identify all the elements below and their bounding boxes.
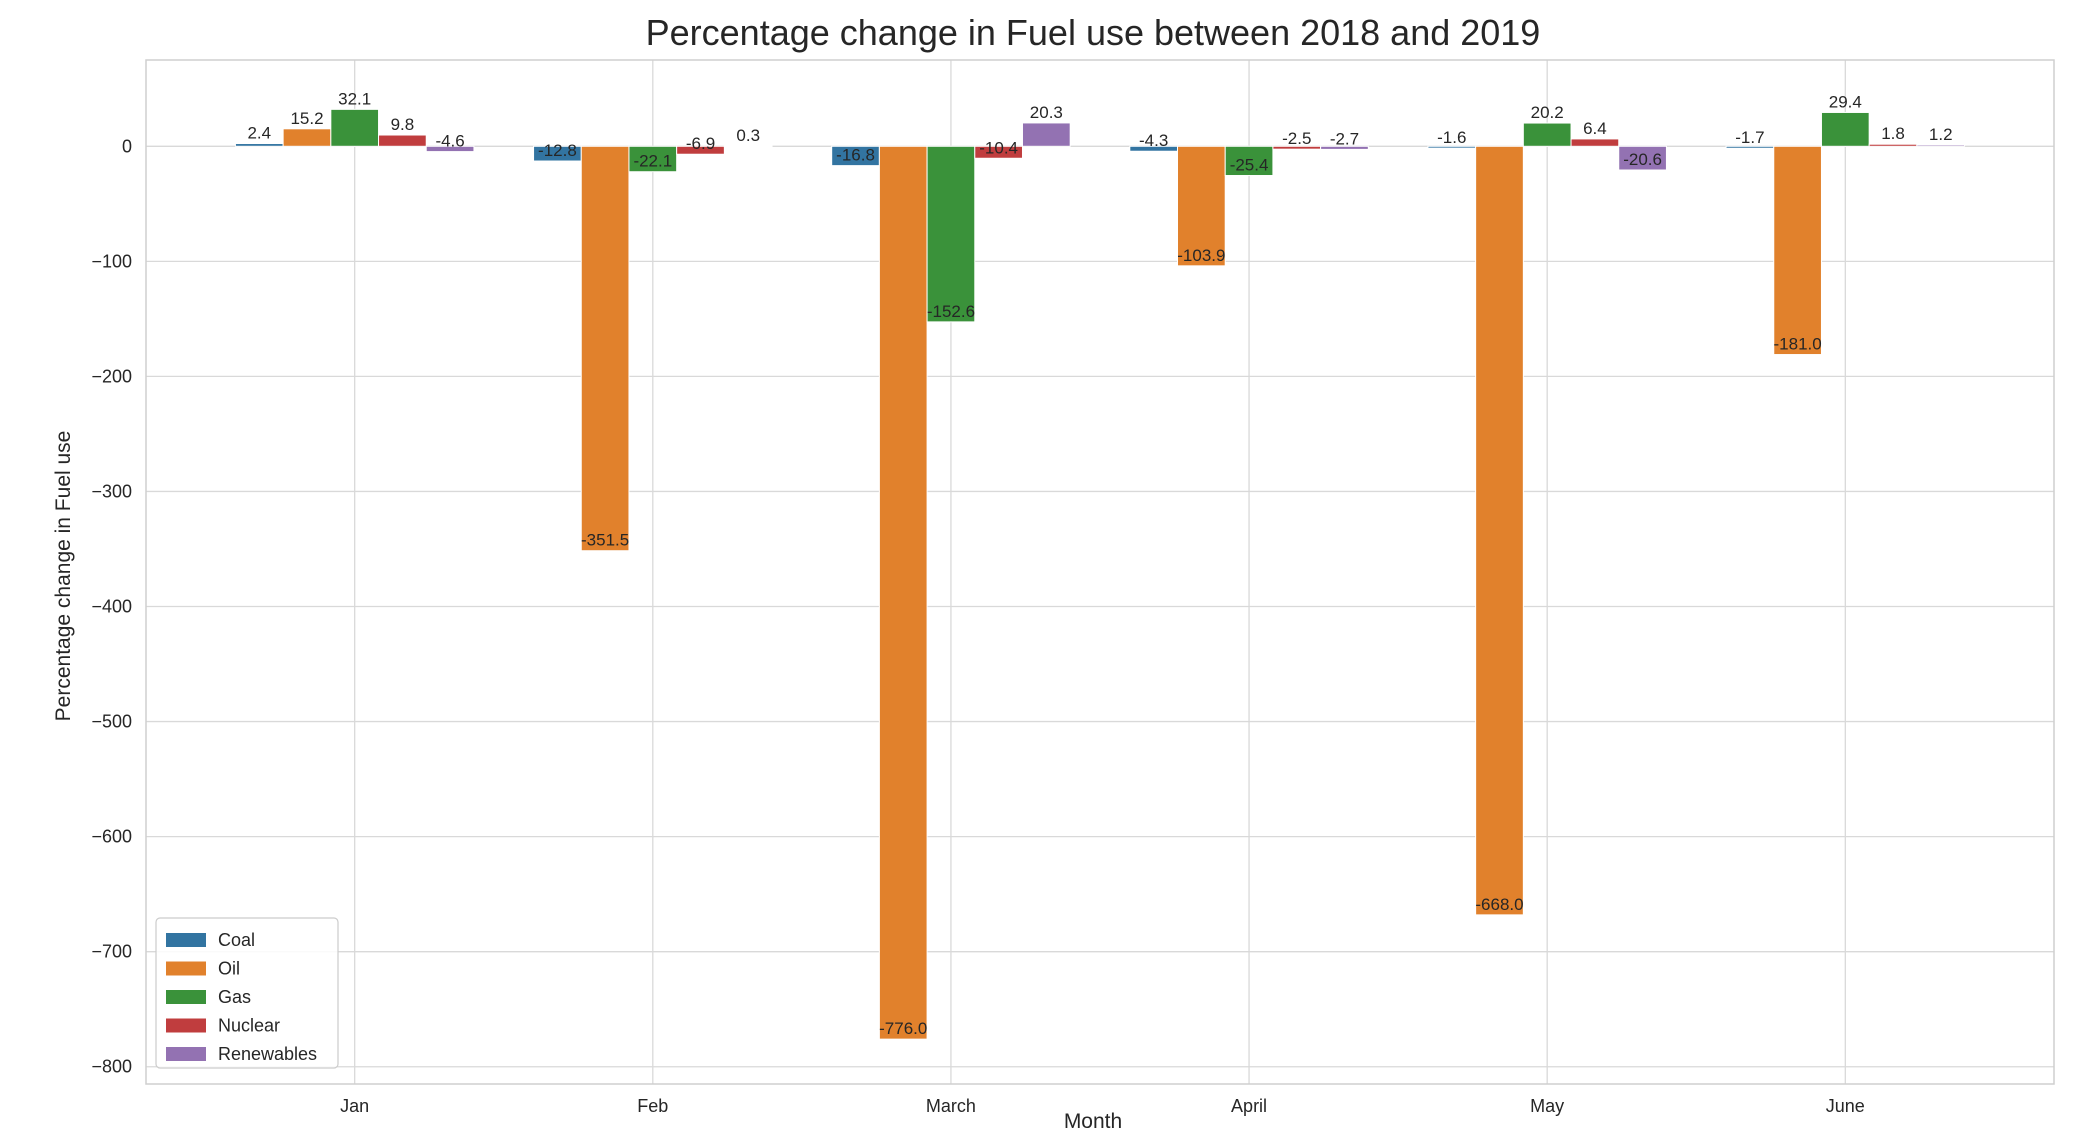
data-label: -181.0: [1774, 335, 1822, 354]
data-label: 6.4: [1583, 119, 1607, 138]
data-label: 20.3: [1030, 103, 1063, 122]
data-label: 9.8: [391, 115, 415, 134]
bar-renewables-june: [1916, 144, 1966, 147]
y-tick-label: −200: [91, 366, 132, 386]
plot-frame: [145, 59, 2055, 1085]
bar-nuclear-june: [1868, 143, 1918, 147]
legend: Coal Oil Gas Nuclear Renewables: [155, 917, 339, 1069]
x-tick-label: April: [1231, 1096, 1267, 1116]
x-tick-label: Jan: [340, 1096, 369, 1116]
data-label: -4.6: [435, 132, 464, 151]
y-tick-label: −500: [91, 712, 132, 732]
bar-gas-april: [1224, 145, 1274, 177]
y-axis-label: Percentage change in Fuel use: [52, 431, 75, 722]
bar-oil-feb: [580, 145, 630, 552]
bar-nuclear-jan: [378, 134, 427, 147]
data-label: 15.2: [290, 109, 323, 128]
data-label: -16.8: [836, 146, 875, 165]
bars: [234, 108, 1966, 1040]
bar-nuclear-march: [974, 145, 1023, 159]
data-label: -103.9: [1177, 246, 1225, 265]
y-tick-label: 0: [122, 136, 132, 156]
x-axis-ticks: Jan Feb March April May June: [340, 1096, 1865, 1116]
chart-title: Percentage change in Fuel use between 20…: [646, 12, 1541, 53]
data-label: -1.6: [1437, 128, 1466, 147]
y-tick-label: −700: [91, 942, 132, 962]
y-tick-label: −300: [91, 481, 132, 501]
data-label: 32.1: [338, 89, 371, 108]
data-label: 1.8: [1881, 124, 1905, 143]
data-label: -351.5: [581, 531, 629, 550]
data-label: -22.1: [633, 152, 672, 171]
y-tick-label: −400: [91, 597, 132, 617]
data-label: -776.0: [879, 1019, 927, 1038]
x-tick-label: May: [1530, 1096, 1564, 1116]
data-label: -1.7: [1735, 128, 1764, 147]
data-label: -668.0: [1475, 895, 1523, 914]
x-axis-label: Month: [1064, 1110, 1122, 1133]
data-label: -25.4: [1230, 156, 1269, 175]
bar-renewables-jan: [425, 145, 475, 153]
legend-swatch-oil: [166, 961, 206, 976]
y-tick-label: −600: [91, 827, 132, 847]
legend-swatch-gas: [166, 990, 206, 1004]
data-label: -4.3: [1139, 131, 1168, 150]
bar-oil-march: [878, 145, 928, 1040]
bar-oil-may: [1475, 145, 1524, 916]
y-tick-label: −100: [91, 251, 132, 271]
bar-renewables-april: [1320, 145, 1369, 150]
bar-renewables-may: [1618, 145, 1667, 171]
data-label: 0.3: [736, 126, 760, 145]
data-label: -6.9: [686, 134, 715, 153]
bar-gas-june: [1820, 111, 1870, 147]
x-tick-label: March: [926, 1096, 976, 1116]
data-label: 29.4: [1829, 92, 1862, 111]
data-label: -10.4: [979, 138, 1018, 157]
data-labels: 2.4 15.2 32.1 9.8 -4.6 -12.8 -351.5 -22.1 -6.9 0.…: [247, 89, 1952, 1038]
bar-nuclear-may: [1570, 138, 1620, 147]
x-tick-label: June: [1826, 1096, 1865, 1116]
bar-gas-jan: [330, 108, 380, 147]
legend-swatch-renewables: [166, 1047, 206, 1061]
data-label: -20.6: [1623, 150, 1662, 169]
legend-swatch-nuclear: [166, 1018, 206, 1033]
legend-label-oil: Oil: [218, 959, 240, 979]
bar-oil-june: [1773, 145, 1822, 356]
bar-coal-jan: [234, 143, 284, 147]
data-label: 1.2: [1929, 125, 1953, 144]
bar-renewables-feb: [723, 145, 773, 148]
bar-renewables-march: [1021, 122, 1071, 147]
y-axis-ticks: 0 −100 −200 −300 −400 −500 −600 −700 −800: [91, 136, 132, 1076]
data-label: 2.4: [247, 124, 271, 143]
x-tick-label: Feb: [637, 1096, 668, 1116]
legend-swatch-coal: [166, 933, 206, 947]
bar-oil-april: [1177, 145, 1226, 267]
bar-gas-feb: [628, 145, 678, 173]
data-label: 20.2: [1531, 103, 1564, 122]
bar-gas-may: [1522, 122, 1572, 147]
legend-label-renewables: Renewables: [218, 1044, 317, 1064]
bar-nuclear-feb: [676, 145, 725, 155]
data-label: -12.8: [538, 141, 577, 160]
y-tick-label: −800: [91, 1057, 132, 1077]
bar-oil-jan: [282, 128, 332, 147]
grid-lines: [146, 60, 2054, 1084]
data-label: -2.7: [1330, 129, 1359, 148]
data-label: -152.6: [927, 302, 975, 321]
legend-label-gas: Gas: [218, 987, 251, 1007]
legend-label-nuclear: Nuclear: [218, 1016, 280, 1036]
data-label: -2.5: [1282, 129, 1311, 148]
legend-label-coal: Coal: [218, 930, 255, 950]
bar-gas-march: [926, 145, 976, 323]
